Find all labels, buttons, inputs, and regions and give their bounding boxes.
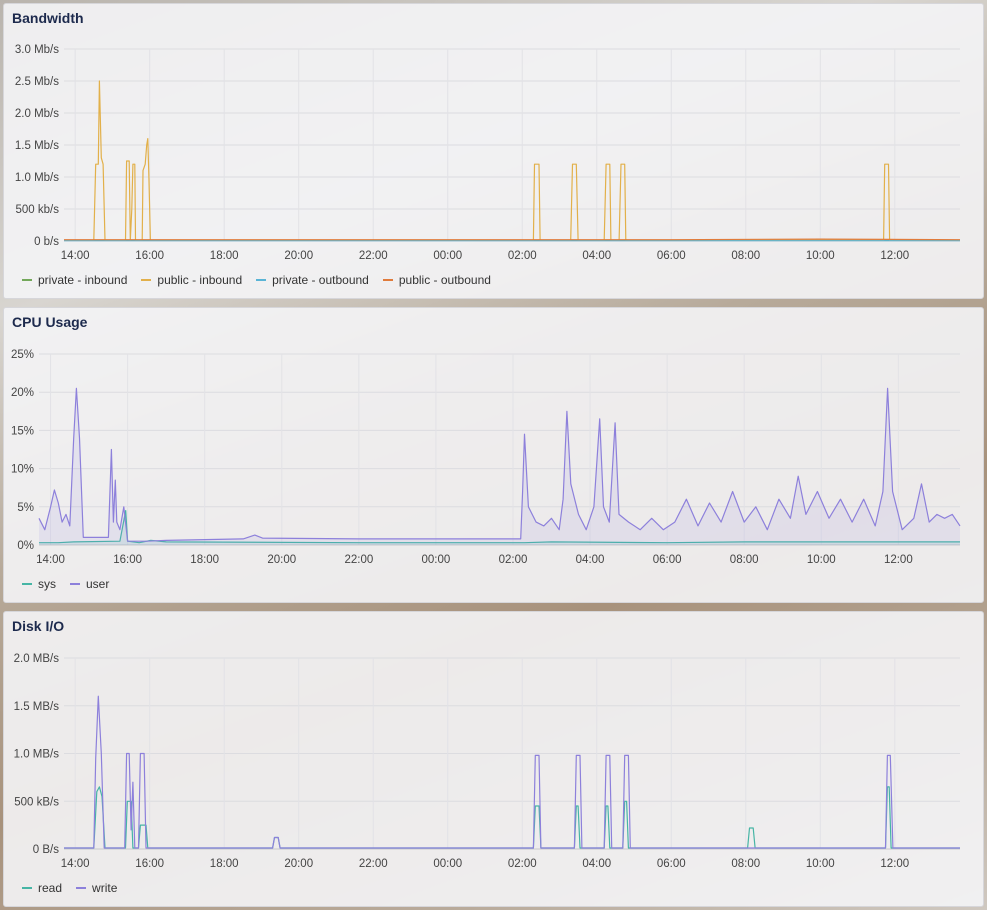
y-tick-label: 2.0 Mb/s <box>15 108 59 120</box>
x-tick-label: 06:00 <box>657 250 686 262</box>
cpu-chart[interactable]: 0% 5% 10% 15% 20% 25% 14:00 16:00 18:00 20:00 22:0… <box>4 308 985 604</box>
disk-chart[interactable]: 0 B/s 500 kB/s 1.0 MB/s 1.5 MB/s 2.0 MB/s 14:… <box>4 612 985 908</box>
legend-item[interactable]: private - inbound <box>22 273 127 287</box>
legend-label: read <box>38 881 63 895</box>
legend-label: public - inbound <box>157 273 243 287</box>
series-line-read <box>64 786 960 849</box>
legend-swatch <box>382 279 393 281</box>
legend-swatch <box>256 279 267 281</box>
bandwidth-legend: private - inbound public - inbound private… <box>22 273 491 287</box>
x-tick-label: 16:00 <box>113 554 142 566</box>
y-tick-label: 2.0 MB/s <box>14 653 60 665</box>
disk-legend: read write <box>22 881 117 895</box>
y-tick-label: 25% <box>11 349 34 361</box>
legend-label: sys <box>38 577 56 591</box>
x-tick-label: 10:00 <box>807 554 836 566</box>
x-tick-label: 00:00 <box>422 554 451 566</box>
y-tick-label: 500 kb/s <box>16 204 60 216</box>
legend-label: private - inbound <box>38 273 128 287</box>
x-tick-label: 00:00 <box>433 858 462 870</box>
x-tick-label: 14:00 <box>61 250 90 262</box>
x-tick-label: 00:00 <box>433 250 462 262</box>
legend-item[interactable]: write <box>76 881 117 895</box>
x-tick-label: 16:00 <box>135 858 164 870</box>
x-tick-label: 02:00 <box>499 554 528 566</box>
x-tick-label: 12:00 <box>880 858 909 870</box>
y-tick-label: 1.0 MB/s <box>14 749 60 761</box>
x-tick-label: 02:00 <box>508 250 537 262</box>
y-tick-label: 0 B/s <box>33 844 59 856</box>
legend-swatch <box>141 279 152 281</box>
bandwidth-panel: Bandwidth 0 b/s 500 kb/s 1.0 Mb/s 1.5 Mb/s 2… <box>3 3 984 299</box>
y-tick-label: 500 kB/s <box>14 796 59 808</box>
legend-swatch <box>22 279 32 281</box>
legend-item[interactable]: public - inbound <box>141 273 242 287</box>
disk-title: Disk I/O <box>12 618 65 634</box>
y-tick-label: 2.5 Mb/s <box>15 76 59 88</box>
x-tick-label: 18:00 <box>210 250 239 262</box>
x-tick-label: 20:00 <box>284 858 313 870</box>
x-tick-label: 22:00 <box>344 554 373 566</box>
x-tick-label: 12:00 <box>884 554 913 566</box>
cpu-panel: CPU Usage 0% 5% 10% 15% 20% 25% 14:00 16:00 18:0… <box>3 307 984 603</box>
x-tick-label: 10:00 <box>806 250 835 262</box>
legend-item[interactable]: public - outbound <box>382 273 491 287</box>
x-tick-label: 04:00 <box>582 858 611 870</box>
y-tick-label: 0 b/s <box>34 236 59 248</box>
legend-label: private - outbound <box>272 273 369 287</box>
x-tick-label: 10:00 <box>806 858 835 870</box>
legend-swatch <box>22 583 32 585</box>
x-tick-label: 18:00 <box>210 858 239 870</box>
legend-label: write <box>92 881 118 895</box>
legend-label: public - outbound <box>398 273 491 287</box>
x-tick-label: 04:00 <box>582 250 611 262</box>
x-tick-label: 04:00 <box>576 554 605 566</box>
series-line-public - inbound <box>64 80 960 241</box>
cpu-title: CPU Usage <box>12 314 88 330</box>
x-tick-label: 20:00 <box>284 250 313 262</box>
legend-item[interactable]: user <box>70 577 109 591</box>
series-line-write <box>64 695 960 849</box>
x-tick-label: 14:00 <box>61 858 90 870</box>
series-line-user <box>38 387 961 542</box>
legend-item[interactable]: private - outbound <box>256 273 369 287</box>
disk-panel: Disk I/O 0 B/s 500 kB/s 1.0 MB/s 1.5 MB/s 2.… <box>3 611 984 907</box>
y-tick-label: 15% <box>11 425 34 437</box>
cpu-legend: sys user <box>22 577 109 591</box>
y-tick-label: 1.0 Mb/s <box>15 172 59 184</box>
x-tick-label: 02:00 <box>508 858 537 870</box>
bandwidth-chart[interactable]: 0 b/s 500 kb/s 1.0 Mb/s 1.5 Mb/s 2.0 Mb/s 2.5… <box>4 4 985 300</box>
x-tick-label: 16:00 <box>135 250 164 262</box>
legend-item[interactable]: sys <box>22 577 56 591</box>
legend-label: user <box>86 577 110 591</box>
y-tick-label: 1.5 MB/s <box>14 701 60 713</box>
x-tick-label: 22:00 <box>359 858 388 870</box>
bandwidth-title: Bandwidth <box>12 10 84 26</box>
x-tick-label: 18:00 <box>190 554 219 566</box>
x-tick-label: 22:00 <box>359 250 388 262</box>
legend-swatch <box>70 583 80 585</box>
y-tick-label: 3.0 Mb/s <box>15 44 59 56</box>
x-tick-label: 08:00 <box>731 858 760 870</box>
x-tick-label: 12:00 <box>880 250 909 262</box>
x-tick-label: 08:00 <box>730 554 759 566</box>
y-tick-label: 20% <box>11 387 34 399</box>
y-tick-label: 5% <box>17 502 34 514</box>
y-tick-label: 0% <box>17 540 34 552</box>
series-area-user <box>39 388 960 545</box>
y-tick-label: 10% <box>11 464 34 476</box>
x-tick-label: 08:00 <box>731 250 760 262</box>
series-line-public - outbound <box>64 238 961 241</box>
legend-item[interactable]: read <box>22 881 62 895</box>
y-tick-label: 1.5 Mb/s <box>15 140 59 152</box>
x-tick-label: 06:00 <box>657 858 686 870</box>
legend-swatch <box>22 887 32 889</box>
x-tick-label: 20:00 <box>267 554 296 566</box>
x-tick-label: 06:00 <box>653 554 682 566</box>
x-tick-label: 14:00 <box>36 554 65 566</box>
legend-swatch <box>76 887 87 889</box>
